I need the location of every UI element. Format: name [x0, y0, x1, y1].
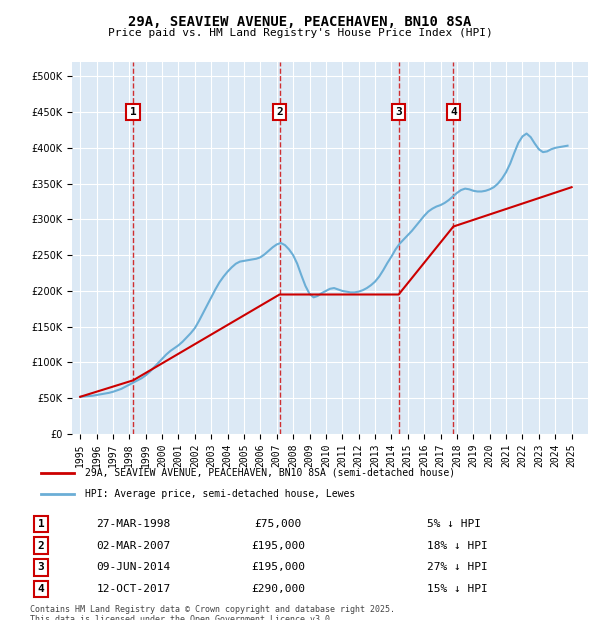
Text: 5% ↓ HPI: 5% ↓ HPI	[427, 519, 481, 529]
Text: Contains HM Land Registry data © Crown copyright and database right 2025.
This d: Contains HM Land Registry data © Crown c…	[30, 604, 395, 620]
Text: £75,000: £75,000	[255, 519, 302, 529]
Text: 18% ↓ HPI: 18% ↓ HPI	[427, 541, 488, 551]
Text: 27% ↓ HPI: 27% ↓ HPI	[427, 562, 488, 572]
Text: 29A, SEAVIEW AVENUE, PEACEHAVEN, BN10 8SA: 29A, SEAVIEW AVENUE, PEACEHAVEN, BN10 8S…	[128, 16, 472, 30]
Text: Price paid vs. HM Land Registry's House Price Index (HPI): Price paid vs. HM Land Registry's House …	[107, 28, 493, 38]
Text: £195,000: £195,000	[251, 541, 305, 551]
Text: £290,000: £290,000	[251, 584, 305, 594]
Text: 3: 3	[38, 562, 44, 572]
Text: 3: 3	[395, 107, 402, 117]
Text: 29A, SEAVIEW AVENUE, PEACEHAVEN, BN10 8SA (semi-detached house): 29A, SEAVIEW AVENUE, PEACEHAVEN, BN10 8S…	[85, 467, 455, 478]
Text: 4: 4	[450, 107, 457, 117]
Text: 4: 4	[38, 584, 44, 594]
Text: 1: 1	[38, 519, 44, 529]
Text: HPI: Average price, semi-detached house, Lewes: HPI: Average price, semi-detached house,…	[85, 489, 355, 498]
Text: 2: 2	[276, 107, 283, 117]
Text: 2: 2	[38, 541, 44, 551]
Text: 02-MAR-2007: 02-MAR-2007	[96, 541, 170, 551]
Text: 15% ↓ HPI: 15% ↓ HPI	[427, 584, 488, 594]
Text: 12-OCT-2017: 12-OCT-2017	[96, 584, 170, 594]
Text: £195,000: £195,000	[251, 562, 305, 572]
Text: 09-JUN-2014: 09-JUN-2014	[96, 562, 170, 572]
Text: 27-MAR-1998: 27-MAR-1998	[96, 519, 170, 529]
Text: 1: 1	[130, 107, 136, 117]
